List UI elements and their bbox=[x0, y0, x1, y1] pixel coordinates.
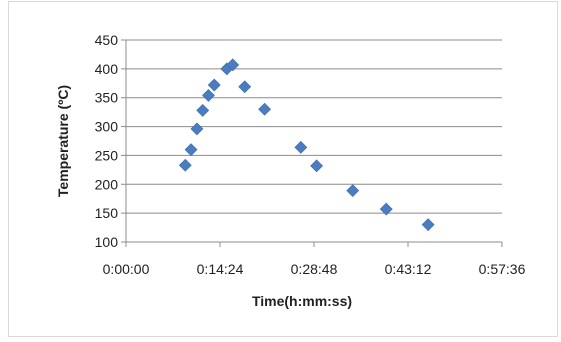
y-tick-label: 450 bbox=[95, 32, 119, 48]
data-point bbox=[178, 158, 192, 172]
data-point bbox=[184, 143, 198, 157]
chart-area bbox=[8, 1, 558, 337]
data-points bbox=[178, 58, 435, 232]
gridlines bbox=[126, 39, 502, 214]
y-tick-label: 300 bbox=[95, 119, 119, 135]
data-point bbox=[226, 58, 240, 72]
x-tick-label: 0:00:00 bbox=[103, 261, 150, 277]
x-tick-labels: 0:00:00 0:14:24 0:28:48 0:43:12 0:57:36 bbox=[103, 261, 526, 277]
x-axis-title: Time(h:mm:ss) bbox=[252, 293, 352, 309]
x-tick-label: 0:14:24 bbox=[197, 261, 244, 277]
data-point bbox=[196, 103, 210, 117]
data-point bbox=[379, 202, 393, 216]
y-tick-label: 400 bbox=[95, 61, 119, 77]
data-point bbox=[207, 78, 221, 92]
axes bbox=[121, 39, 503, 247]
y-tick-label: 250 bbox=[95, 147, 119, 163]
y-tick-label: 100 bbox=[95, 234, 119, 250]
data-point bbox=[346, 184, 360, 198]
data-point bbox=[202, 88, 215, 102]
y-axis-title: Temperature (ºC) bbox=[55, 85, 71, 197]
data-point bbox=[190, 122, 204, 136]
data-point bbox=[310, 159, 324, 173]
y-tick-label: 350 bbox=[95, 90, 119, 106]
data-point bbox=[238, 80, 252, 94]
data-point bbox=[258, 102, 272, 116]
y-tick-label: 150 bbox=[95, 205, 119, 221]
data-point bbox=[294, 140, 308, 154]
y-tick-labels: 100 150 200 250 300 350 400 450 bbox=[95, 32, 119, 250]
x-tick-label: 0:43:12 bbox=[385, 261, 432, 277]
x-tick-label: 0:57:36 bbox=[479, 261, 526, 277]
data-point bbox=[421, 218, 435, 232]
y-tick-label: 200 bbox=[95, 176, 119, 192]
x-tick-label: 0:28:48 bbox=[291, 261, 338, 277]
